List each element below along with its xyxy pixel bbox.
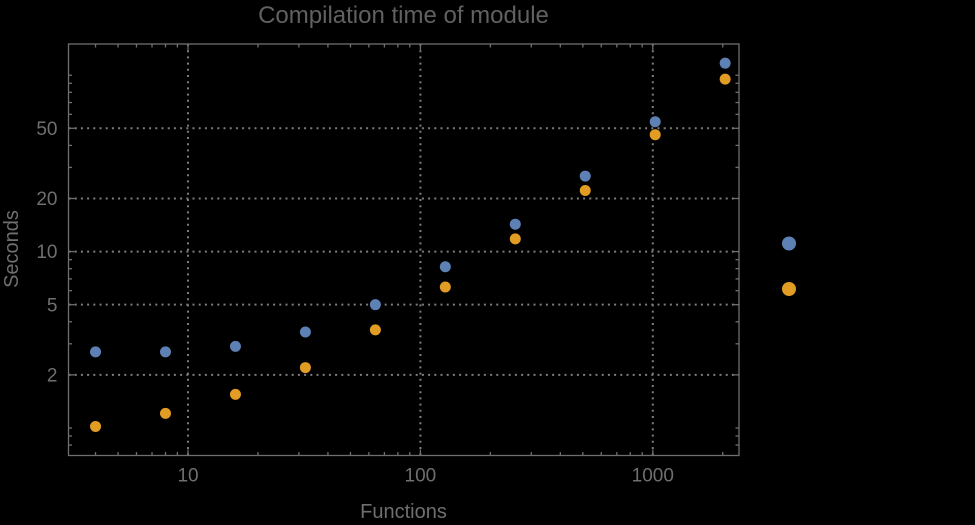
data-point-series-orange-x128 (439, 281, 451, 293)
legend-marker-series-orange (782, 282, 796, 296)
data-point-series-orange-x16 (229, 388, 241, 400)
chart-title: Compilation time of module (258, 2, 549, 29)
data-point-series-orange-x4 (90, 420, 102, 432)
data-point-series-orange-x32 (299, 362, 311, 374)
data-point-series-blue-x64 (369, 299, 381, 311)
y-tick-label-2: 2 (47, 366, 58, 387)
data-point-series-blue-x256 (509, 218, 521, 230)
data-point-series-orange-x512 (579, 184, 591, 196)
x-tick-label-10: 10 (177, 466, 198, 487)
x-tick-label-100: 100 (405, 466, 437, 487)
x-tick-label-1000: 1000 (632, 466, 674, 487)
data-point-series-blue-x16 (229, 340, 241, 352)
y-tick-label-5: 5 (47, 295, 58, 316)
data-point-series-orange-x8 (159, 407, 171, 419)
data-point-series-blue-x512 (579, 170, 591, 182)
data-point-series-blue-x128 (439, 261, 451, 273)
y-tick-label-50: 50 (36, 119, 57, 140)
data-point-series-orange-x2048 (719, 73, 731, 85)
x-axis-label: Functions (360, 501, 447, 523)
plot-frame (67, 43, 740, 457)
data-point-series-blue-x1024 (649, 116, 661, 128)
data-point-series-orange-x256 (509, 233, 521, 245)
data-point-series-blue-x4 (90, 346, 102, 358)
legend-marker-series-blue (782, 236, 796, 251)
data-point-series-blue-x8 (159, 346, 171, 358)
data-point-series-orange-x64 (369, 324, 381, 336)
data-point-series-orange-x1024 (649, 129, 661, 141)
y-tick-label-20: 20 (36, 189, 57, 210)
y-tick-label-10: 10 (36, 242, 57, 263)
data-point-series-blue-x2048 (719, 57, 731, 69)
y-axis-label: Seconds (1, 210, 23, 288)
data-point-series-blue-x32 (299, 326, 311, 338)
